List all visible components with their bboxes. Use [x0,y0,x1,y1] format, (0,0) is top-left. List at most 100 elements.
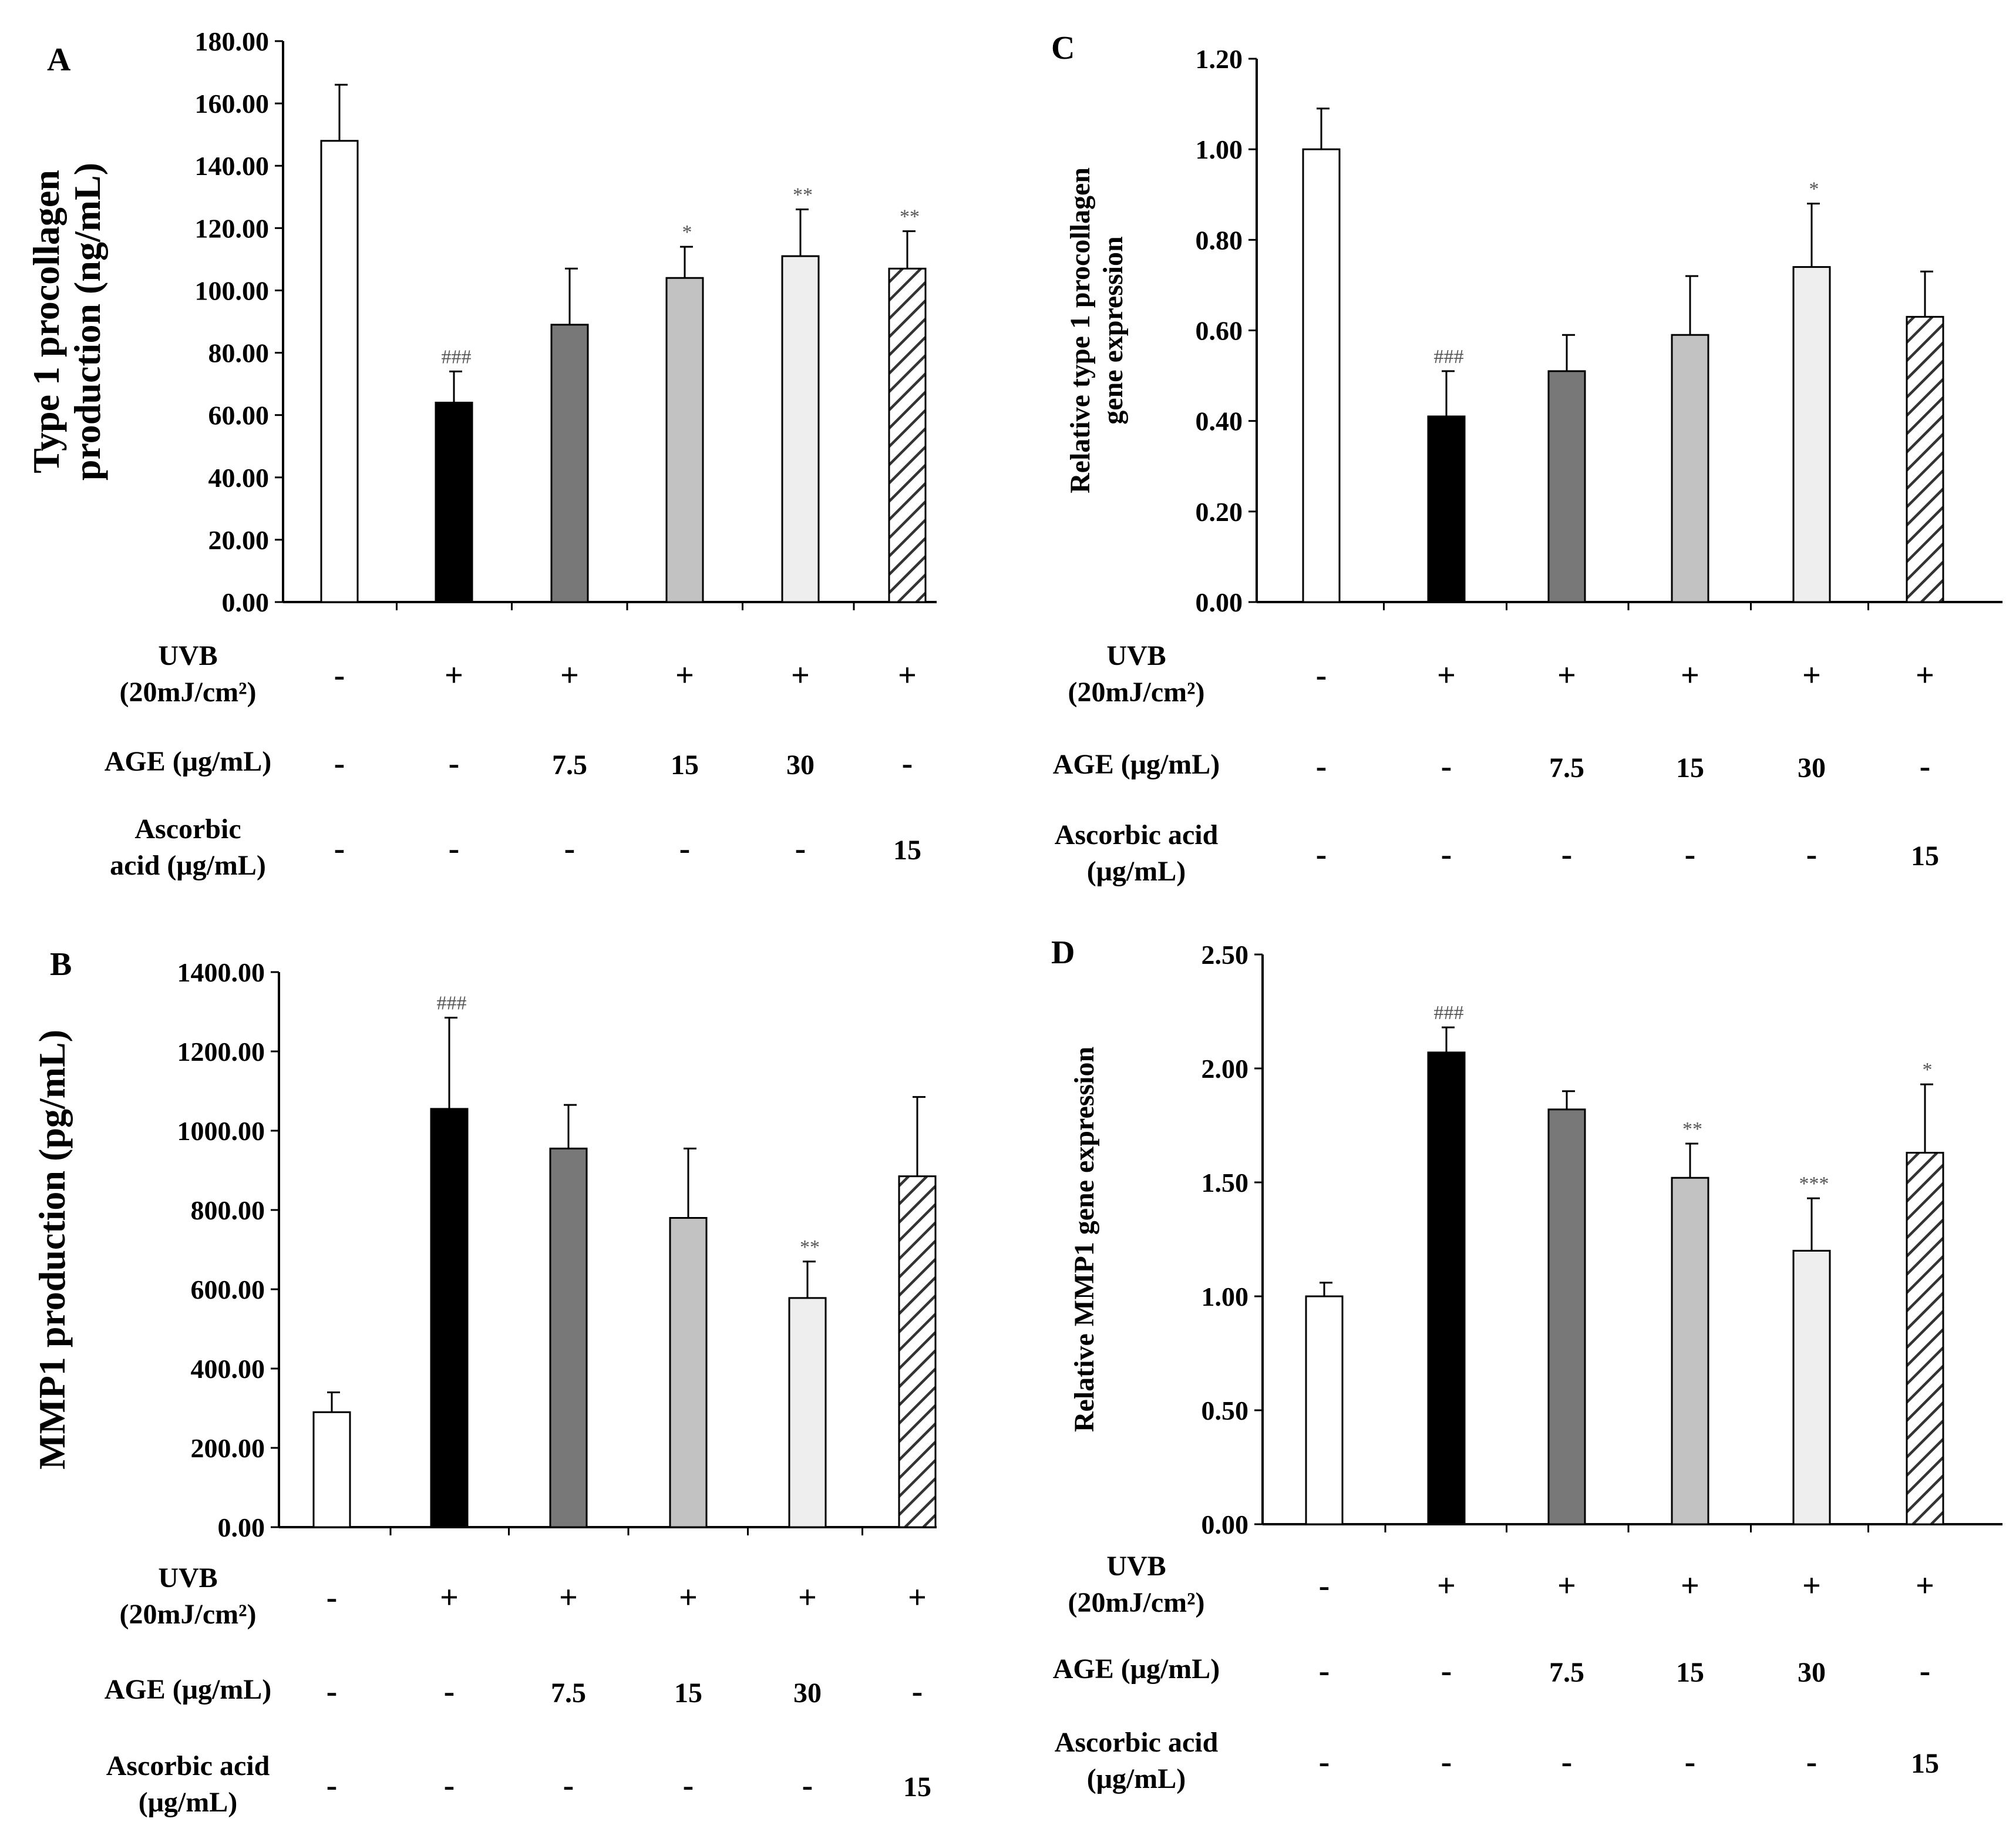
condition-value: - [563,1767,574,1804]
condition-value: - [1685,1744,1696,1780]
y-tick-label: 0.00 [218,1512,265,1542]
condition-value: - [1806,836,1818,873]
panel-letter: D [1051,935,1075,971]
condition-value: - [327,1673,338,1710]
y-tick-label: 1400.00 [177,957,265,987]
condition-value: - [1920,748,1931,785]
condition-value: + [1437,657,1456,694]
condition-value: - [1806,1744,1818,1780]
panel-d: D 0.00 0.50 1.00 1.50 2.00 2.50 Relative MMP1 g… [1051,935,2002,1794]
condition-value: - [1561,836,1573,873]
condition-value: 15 [893,835,921,866]
condition-value: + [898,657,917,694]
significance-label: * [1923,1059,1933,1081]
panel-letter: A [47,42,71,78]
condition-row-label: (20mJ/cm²) [120,677,257,708]
bar [320,140,359,603]
condition-value: + [1437,1568,1456,1604]
bar [1792,1249,1831,1525]
y-tick-label: 40.00 [208,463,270,493]
condition-value: + [1802,657,1821,694]
condition-value: - [327,1579,338,1616]
condition-value: + [440,1579,459,1616]
condition-value: - [1316,836,1327,873]
y-axis-label: MMP1 production (pg/mL) [31,1030,73,1470]
significance-label: *** [1799,1173,1829,1195]
y-tick-label: 0.40 [1196,406,1243,436]
condition-row-label: UVB [1106,640,1166,671]
condition-row-label: Ascorbic acid [1055,819,1219,851]
bar [1547,1108,1586,1525]
condition-value: 30 [786,749,815,781]
y-axis-label: gene expression [1098,236,1129,424]
bar [781,255,820,603]
bar [1427,415,1466,603]
condition-value: + [1557,657,1576,694]
y-tick-label: 0.00 [222,587,270,617]
bar [788,1297,827,1528]
condition-value: - [1319,1744,1330,1780]
significance-label: ** [793,184,813,206]
bar [1906,315,1944,603]
y-tick-label: 1.00 [1201,1282,1249,1312]
bar [550,324,589,603]
y-tick-label: 1000.00 [177,1116,265,1146]
y-tick-label: 2.50 [1201,940,1249,970]
condition-value: - [1561,1744,1573,1780]
bar [665,277,704,603]
bar [898,1175,937,1528]
condition-value: - [444,1673,455,1710]
condition-row-label: acid (μg/mL) [110,850,266,881]
y-tick-label: 0.00 [1196,587,1243,617]
bar [669,1217,708,1528]
condition-row-label: UVB [1106,1551,1166,1582]
condition-row-label: (μg/mL) [1087,856,1186,887]
bar [435,401,473,603]
y-tick-label: 140.00 [195,151,270,181]
condition-value: 30 [1798,1657,1826,1688]
condition-value: 15 [903,1772,931,1803]
significance-label: ** [900,206,920,228]
significance-label: ** [1682,1118,1702,1140]
condition-value: + [675,657,694,694]
condition-value: + [679,1579,698,1616]
bar [1671,334,1709,603]
condition-value: - [1441,1653,1452,1689]
bar [1305,1295,1344,1525]
bar [1427,1051,1466,1525]
significance-label: ### [1434,346,1464,368]
condition-value: + [560,657,579,694]
condition-value: - [912,1673,923,1710]
y-tick-label: 800.00 [191,1195,265,1225]
y-tick-label: 60.00 [208,401,270,431]
condition-value: - [449,745,460,782]
y-axis-label: Relative type 1 procollagen [1065,167,1096,493]
condition-value: + [1802,1568,1821,1604]
condition-value: - [444,1767,455,1804]
condition-row-label: (20mJ/cm²) [120,1599,257,1630]
panel-a: A 0.00 20.00 40.00 60.00 80.00 100.00 120.00 140… [25,26,937,881]
bar [1302,148,1341,603]
condition-value: + [1916,1568,1934,1604]
y-tick-label: 100.00 [195,275,270,305]
condition-row-label: UVB [158,640,217,671]
condition-value: 15 [1676,1657,1704,1688]
condition-row-label: (μg/mL) [139,1787,238,1818]
condition-row-label: AGE (μg/mL) [1053,1653,1220,1685]
condition-value: - [795,831,806,867]
y-tick-label: 2.00 [1201,1054,1249,1084]
y-tick-label: 600.00 [191,1275,265,1305]
condition-value: - [683,1767,694,1804]
condition-value: 7.5 [1549,1657,1584,1688]
condition-value: 15 [674,1678,702,1709]
bar [888,267,927,603]
y-tick-label: 400.00 [191,1354,265,1384]
condition-value: - [334,657,345,694]
y-tick-label: 1.20 [1196,44,1243,74]
condition-value: - [449,831,460,867]
y-tick-label: 120.00 [195,213,270,243]
condition-value: - [1685,836,1696,873]
y-tick-label: 20.00 [208,525,270,555]
y-tick-label: 160.00 [195,89,270,119]
condition-value: - [902,745,913,782]
